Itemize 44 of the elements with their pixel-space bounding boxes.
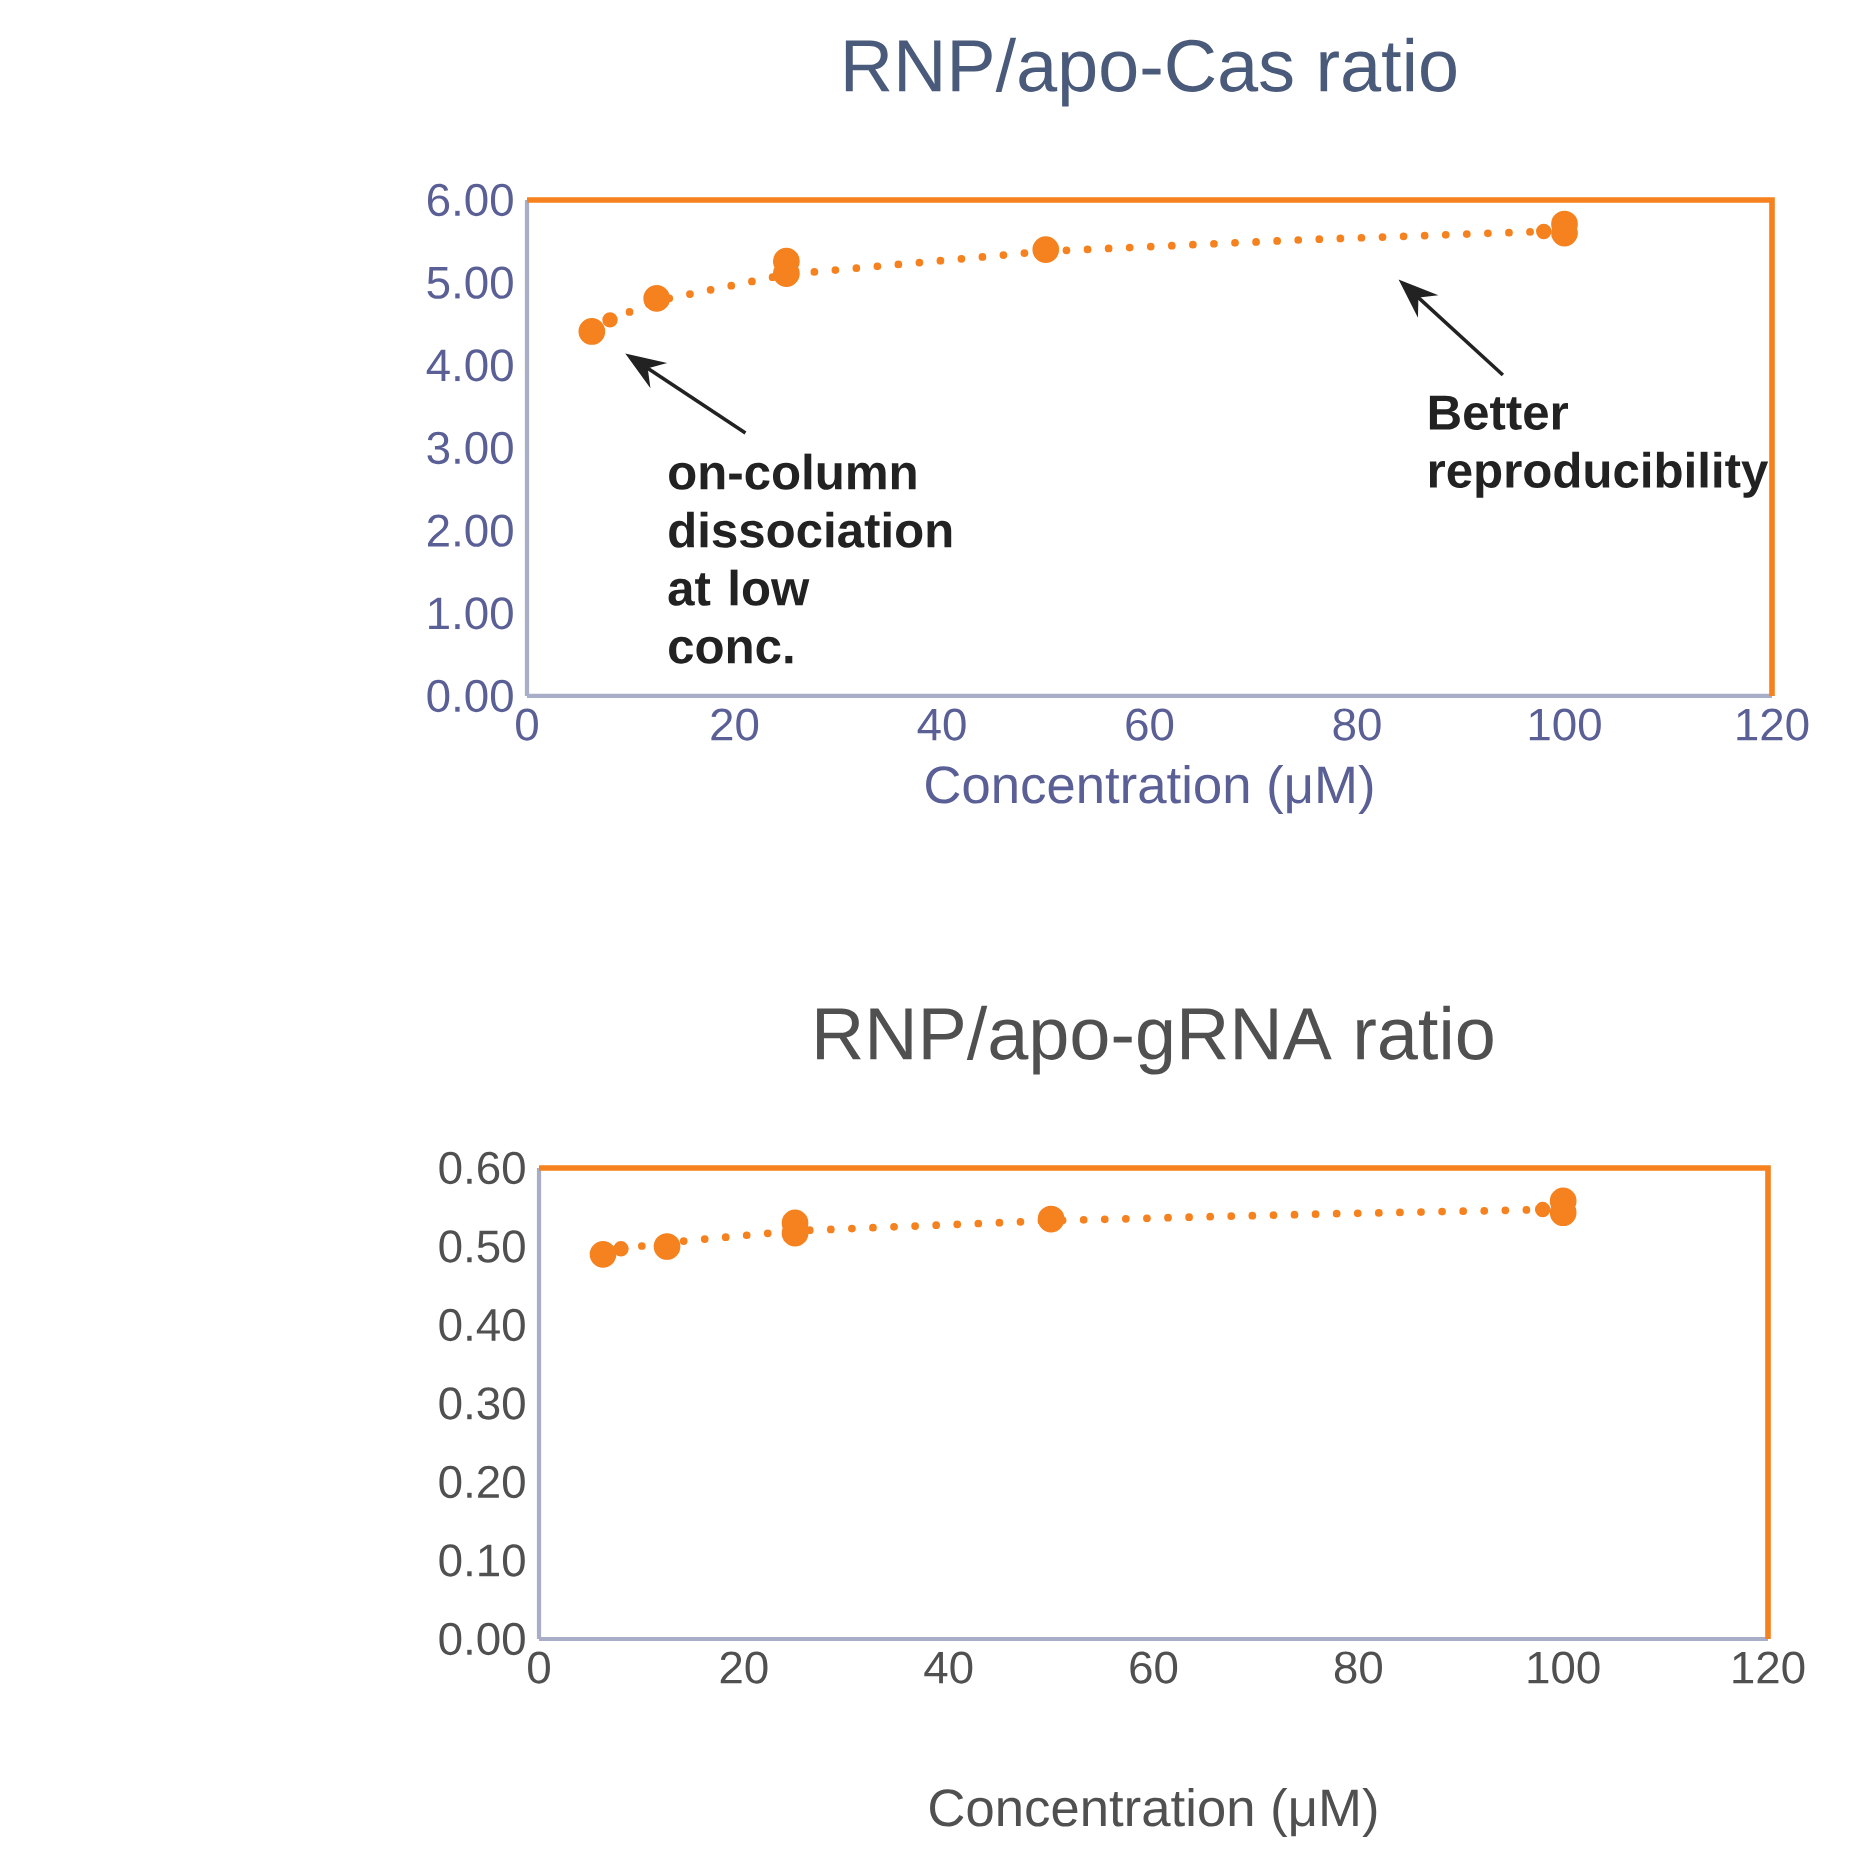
y-tick-label: 0.10 [439,1544,525,1577]
x-tick-label: 40 [924,1651,973,1684]
y-tick-label: 0.00 [427,679,513,713]
y-tick-label: 0.20 [439,1465,525,1499]
x-tick-label: 100 [1529,708,1601,741]
x-tick-label: 120 [1733,1651,1805,1684]
x-tick-label: 40 [917,708,966,741]
point [1536,223,1552,240]
y-tick-label: 1.00 [429,597,513,630]
x-tick-label: 60 [1130,1651,1178,1684]
y-tick-label: 5.00 [427,266,513,299]
x-tick-label: 60 [1126,708,1174,741]
y-tick-label: 4.00 [426,349,513,382]
x-tick-label: 20 [711,708,759,741]
y-tick-label: 0.40 [439,1308,525,1342]
chart-title: RNP/apo-Cas ratio [845,37,1456,107]
x-tick-label: 0 [516,708,538,741]
x-tick-label: 0 [528,1651,550,1684]
x-tick-label: 80 [1333,708,1381,741]
annotation: on-column dissociation at low conc. [668,453,952,664]
y-tick-label: 3.00 [427,431,513,465]
point [653,1233,681,1260]
chart-title: RNP/apo-gRNA ratio [817,1005,1493,1075]
y-tick-label: 0.60 [439,1151,525,1185]
x-tick-label: 80 [1334,1651,1382,1684]
y-tick-label: 2.00 [427,514,513,547]
x-tick-label: 100 [1528,1651,1600,1684]
point [1037,1205,1065,1233]
x-axis-title: Concentration (μM) [930,1788,1377,1838]
point [602,312,618,328]
annotation: Better reproducibility [1429,395,1769,498]
x-tick-label: 20 [720,1651,768,1684]
point [578,318,606,345]
y-tick-label: 0.30 [439,1387,525,1420]
point [1032,236,1060,264]
y-tick-label: 0.00 [439,1622,525,1656]
point [643,285,671,312]
point [613,1241,629,1257]
x-axis-title: Concentration (μM) [926,765,1373,815]
point [589,1241,617,1268]
y-tick-label: 0.50 [439,1230,525,1263]
y-tick-label: 6.00 [427,183,513,217]
x-tick-label: 120 [1737,708,1809,741]
point [1534,1202,1551,1218]
